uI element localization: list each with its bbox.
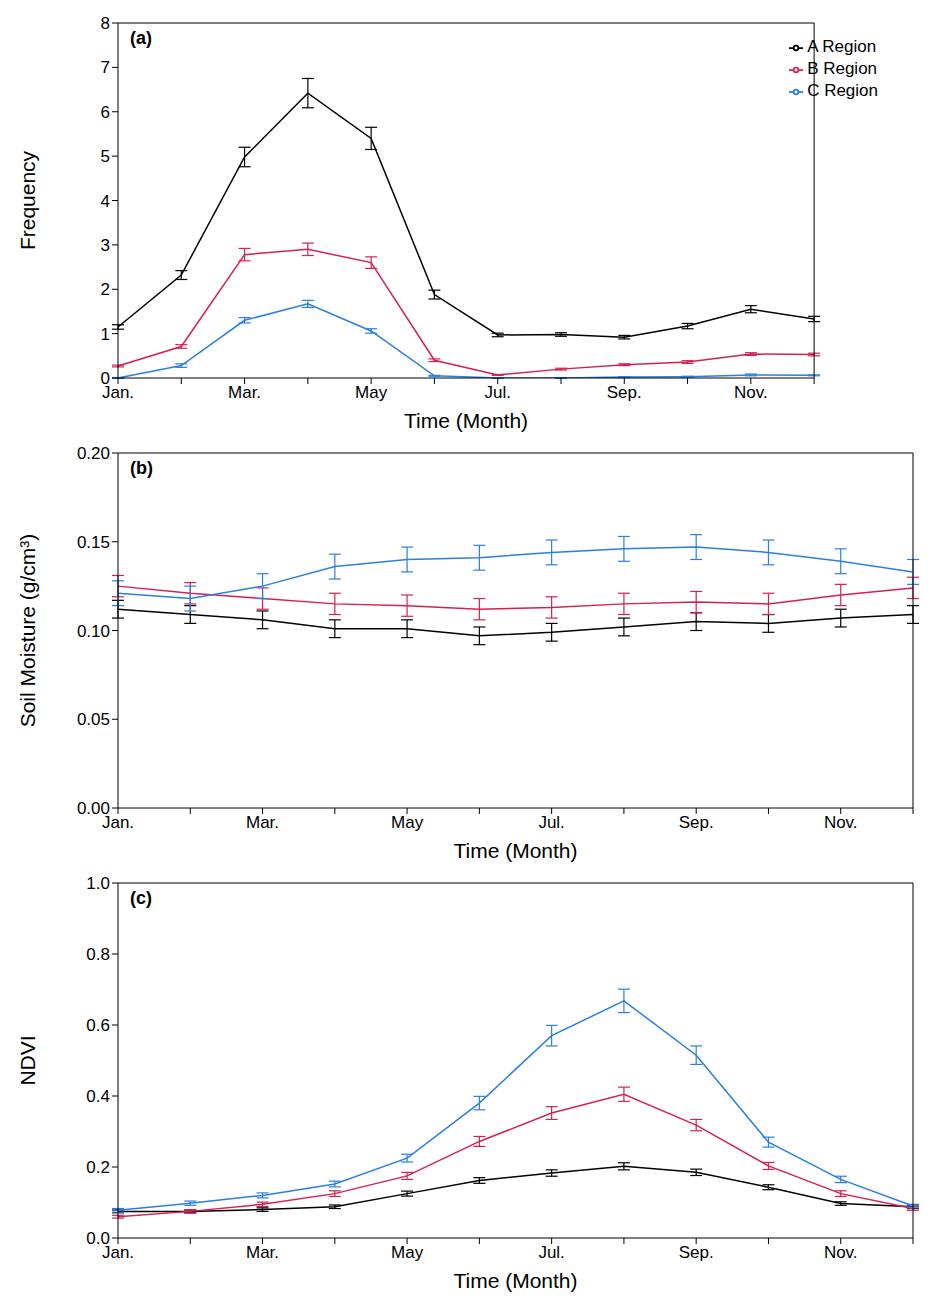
svg-text:0.8: 0.8 — [86, 945, 110, 964]
svg-text:Sep.: Sep. — [679, 813, 714, 832]
svg-text:7: 7 — [101, 58, 110, 77]
svg-text:Time (Month): Time (Month) — [404, 409, 528, 432]
svg-text:Frequency: Frequency — [16, 150, 39, 250]
svg-text:Soil Moisture (g/cm³): Soil Moisture (g/cm³) — [16, 534, 39, 728]
svg-text:0.0: 0.0 — [86, 1229, 110, 1248]
svg-text:0.2: 0.2 — [86, 1158, 110, 1177]
svg-text:Jan.: Jan. — [101, 813, 135, 833]
svg-text:0.10: 0.10 — [77, 622, 110, 641]
svg-text:Jan.: Jan. — [101, 383, 135, 403]
html-text:B Region: B Region — [807, 59, 878, 78]
html-text:A Region: A Region — [807, 37, 877, 56]
svg-text:Sep.: Sep. — [607, 383, 642, 402]
svg-text:0.00: 0.00 — [77, 799, 110, 818]
svg-text:0.15: 0.15 — [77, 533, 110, 552]
svg-text:NDVI: NDVI — [16, 1035, 39, 1085]
html-text:C Region: C Region — [807, 81, 878, 100]
svg-text:0.6: 0.6 — [86, 1016, 110, 1035]
svg-text:May: May — [391, 813, 424, 832]
html-text:(b): (b) — [130, 458, 153, 478]
svg-text:May: May — [391, 1243, 424, 1262]
svg-text:5: 5 — [101, 147, 110, 166]
svg-text:0.05: 0.05 — [77, 710, 110, 729]
svg-text:Nov.: Nov. — [824, 1243, 858, 1262]
svg-text:Mar.: Mar. — [228, 383, 261, 402]
svg-text:Sep.: Sep. — [679, 1243, 714, 1262]
svg-text:8: 8 — [101, 14, 110, 33]
svg-text:Jul.: Jul. — [538, 1243, 564, 1262]
svg-text:3: 3 — [101, 236, 110, 255]
svg-text:Jul.: Jul. — [538, 813, 564, 832]
svg-text:Jul.: Jul. — [484, 383, 510, 402]
svg-text:Jan.: Jan. — [101, 1243, 135, 1263]
svg-text:4: 4 — [101, 192, 110, 211]
svg-text:Mar.: Mar. — [246, 813, 279, 832]
svg-text:0.4: 0.4 — [86, 1087, 110, 1106]
svg-text:1: 1 — [101, 325, 110, 344]
svg-text:May: May — [355, 383, 388, 402]
svg-text:0.20: 0.20 — [77, 444, 110, 463]
svg-text:1.0: 1.0 — [86, 874, 110, 893]
svg-text:2: 2 — [101, 280, 110, 299]
svg-text:Time (Month): Time (Month) — [453, 839, 577, 862]
svg-text:Nov.: Nov. — [824, 813, 858, 832]
html-text:(a): (a) — [130, 28, 152, 48]
svg-text:0: 0 — [101, 369, 110, 388]
svg-text:Nov.: Nov. — [734, 383, 768, 402]
svg-text:6: 6 — [101, 103, 110, 122]
svg-text:Mar.: Mar. — [246, 1243, 279, 1262]
svg-text:Time (Month): Time (Month) — [453, 1269, 577, 1292]
html-text:(c): (c) — [130, 888, 152, 908]
